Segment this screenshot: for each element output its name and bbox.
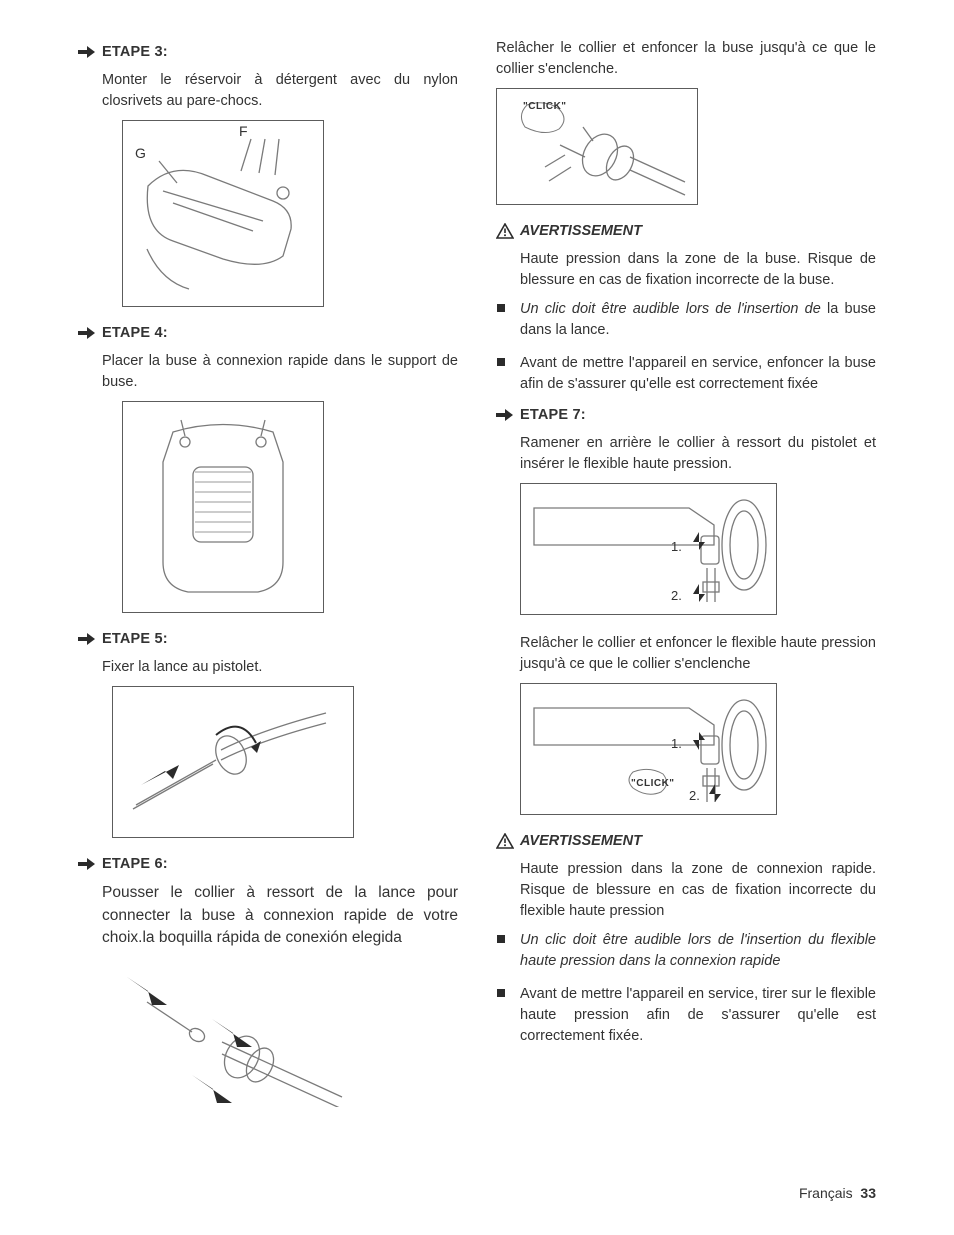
square-bullet-icon: [496, 930, 520, 972]
bullet-item: Un clic doit être audible lors de l'inse…: [496, 299, 876, 341]
arrow-right-icon: [78, 857, 102, 871]
click-label: "CLICK": [523, 101, 567, 112]
step3-label: ETAPE 3:: [102, 44, 168, 60]
step5-label: ETAPE 5:: [102, 631, 168, 647]
step5-figure: [102, 686, 458, 838]
warning2-text: Haute pression dans la zone de connexion…: [520, 859, 876, 922]
click-label: "CLICK": [631, 778, 675, 789]
bullet-italic: Un clic doit être audible lors de l'inse…: [520, 301, 821, 317]
step7-illustration1-icon: [529, 490, 769, 608]
warning1-heading: AVERTISSEMENT: [496, 223, 876, 239]
step7-illustration2-icon: [529, 690, 769, 808]
two-column-layout: ETAPE 3: Monter le réservoir à détergent…: [78, 38, 876, 1125]
square-bullet-icon: [496, 984, 520, 1047]
footer-lang: Français: [799, 1185, 853, 1201]
figure-number-2: 2.: [671, 588, 682, 603]
footer-page-number: 33: [860, 1185, 876, 1201]
step3-illustration-icon: [133, 131, 313, 296]
step5-heading: ETAPE 5:: [78, 631, 458, 647]
step6-release-figure: "CLICK": [496, 88, 876, 205]
arrow-right-icon: [78, 632, 102, 646]
step6-figure: [102, 957, 458, 1107]
warning-triangle-icon: [496, 223, 520, 239]
step3-heading: ETAPE 3:: [78, 44, 458, 60]
step5-illustration-icon: [121, 695, 346, 830]
figure-number-1: 1.: [671, 736, 682, 751]
warning-triangle-icon: [496, 833, 520, 849]
warning2-label: AVERTISSEMENT: [520, 833, 642, 849]
step7-text2: Relâcher le collier et enfoncer le flexi…: [520, 633, 876, 675]
figure-label-f: F: [239, 123, 248, 139]
figure-number-2: 2.: [689, 788, 700, 803]
step3-text: Monter le réservoir à détergent avec du …: [102, 70, 458, 112]
right-column: Relâcher le collier et enfoncer la buse …: [496, 38, 876, 1125]
step4-illustration-icon: [133, 412, 313, 602]
bullet-text: Avant de mettre l'appareil en service, t…: [520, 984, 876, 1047]
warning1-text: Haute pression dans la zone de la buse. …: [520, 249, 876, 291]
step4-figure: [102, 401, 458, 613]
step7-label: ETAPE 7:: [520, 407, 586, 423]
warning1-bullets: Un clic doit être audible lors de l'inse…: [496, 299, 876, 395]
warning2-bullets: Un clic doit être audible lors de l'inse…: [496, 930, 876, 1047]
figure-label-g: G: [135, 145, 146, 161]
step7-heading: ETAPE 7:: [496, 407, 876, 423]
step4-label: ETAPE 4:: [102, 325, 168, 341]
arrow-right-icon: [78, 326, 102, 340]
figure-number-1: 1.: [671, 539, 682, 554]
step6-release-text: Relâcher le collier et enfoncer la buse …: [496, 38, 876, 80]
step6-heading: ETAPE 6:: [78, 856, 458, 872]
arrow-right-icon: [496, 408, 520, 422]
bullet-item: Avant de mettre l'appareil en service, e…: [496, 353, 876, 395]
step4-heading: ETAPE 4:: [78, 325, 458, 341]
bullet-text: Un clic doit être audible lors de l'inse…: [520, 299, 876, 341]
bullet-text: Avant de mettre l'appareil en service, e…: [520, 353, 876, 395]
bullet-item: Avant de mettre l'appareil en service, t…: [496, 984, 876, 1047]
step6-illustration-icon: [112, 957, 352, 1107]
step5-text: Fixer la lance au pistolet.: [102, 657, 458, 678]
left-column: ETAPE 3: Monter le réservoir à détergent…: [78, 38, 458, 1125]
page: ETAPE 3: Monter le réservoir à détergent…: [0, 0, 954, 1235]
step4-text: Placer la buse à connexion rapide dans l…: [102, 351, 458, 393]
step3-figure: G F: [102, 120, 458, 307]
step6-label: ETAPE 6:: [102, 856, 168, 872]
step7-figure1: 1. 2.: [520, 483, 876, 615]
warning1-label: AVERTISSEMENT: [520, 223, 642, 239]
step7-figure2: 1. 2. "CLICK": [520, 683, 876, 815]
square-bullet-icon: [496, 353, 520, 395]
bullet-item: Un clic doit être audible lors de l'inse…: [496, 930, 876, 972]
arrow-right-icon: [78, 45, 102, 59]
warning2-heading: AVERTISSEMENT: [496, 833, 876, 849]
bullet-text: Un clic doit être audible lors de l'inse…: [520, 930, 876, 972]
page-footer: Français 33: [799, 1185, 876, 1201]
square-bullet-icon: [496, 299, 520, 341]
step7-text: Ramener en arrière le collier à ressort …: [520, 433, 876, 475]
step6-text: Pousser le collier à ressort de la lance…: [102, 882, 458, 949]
